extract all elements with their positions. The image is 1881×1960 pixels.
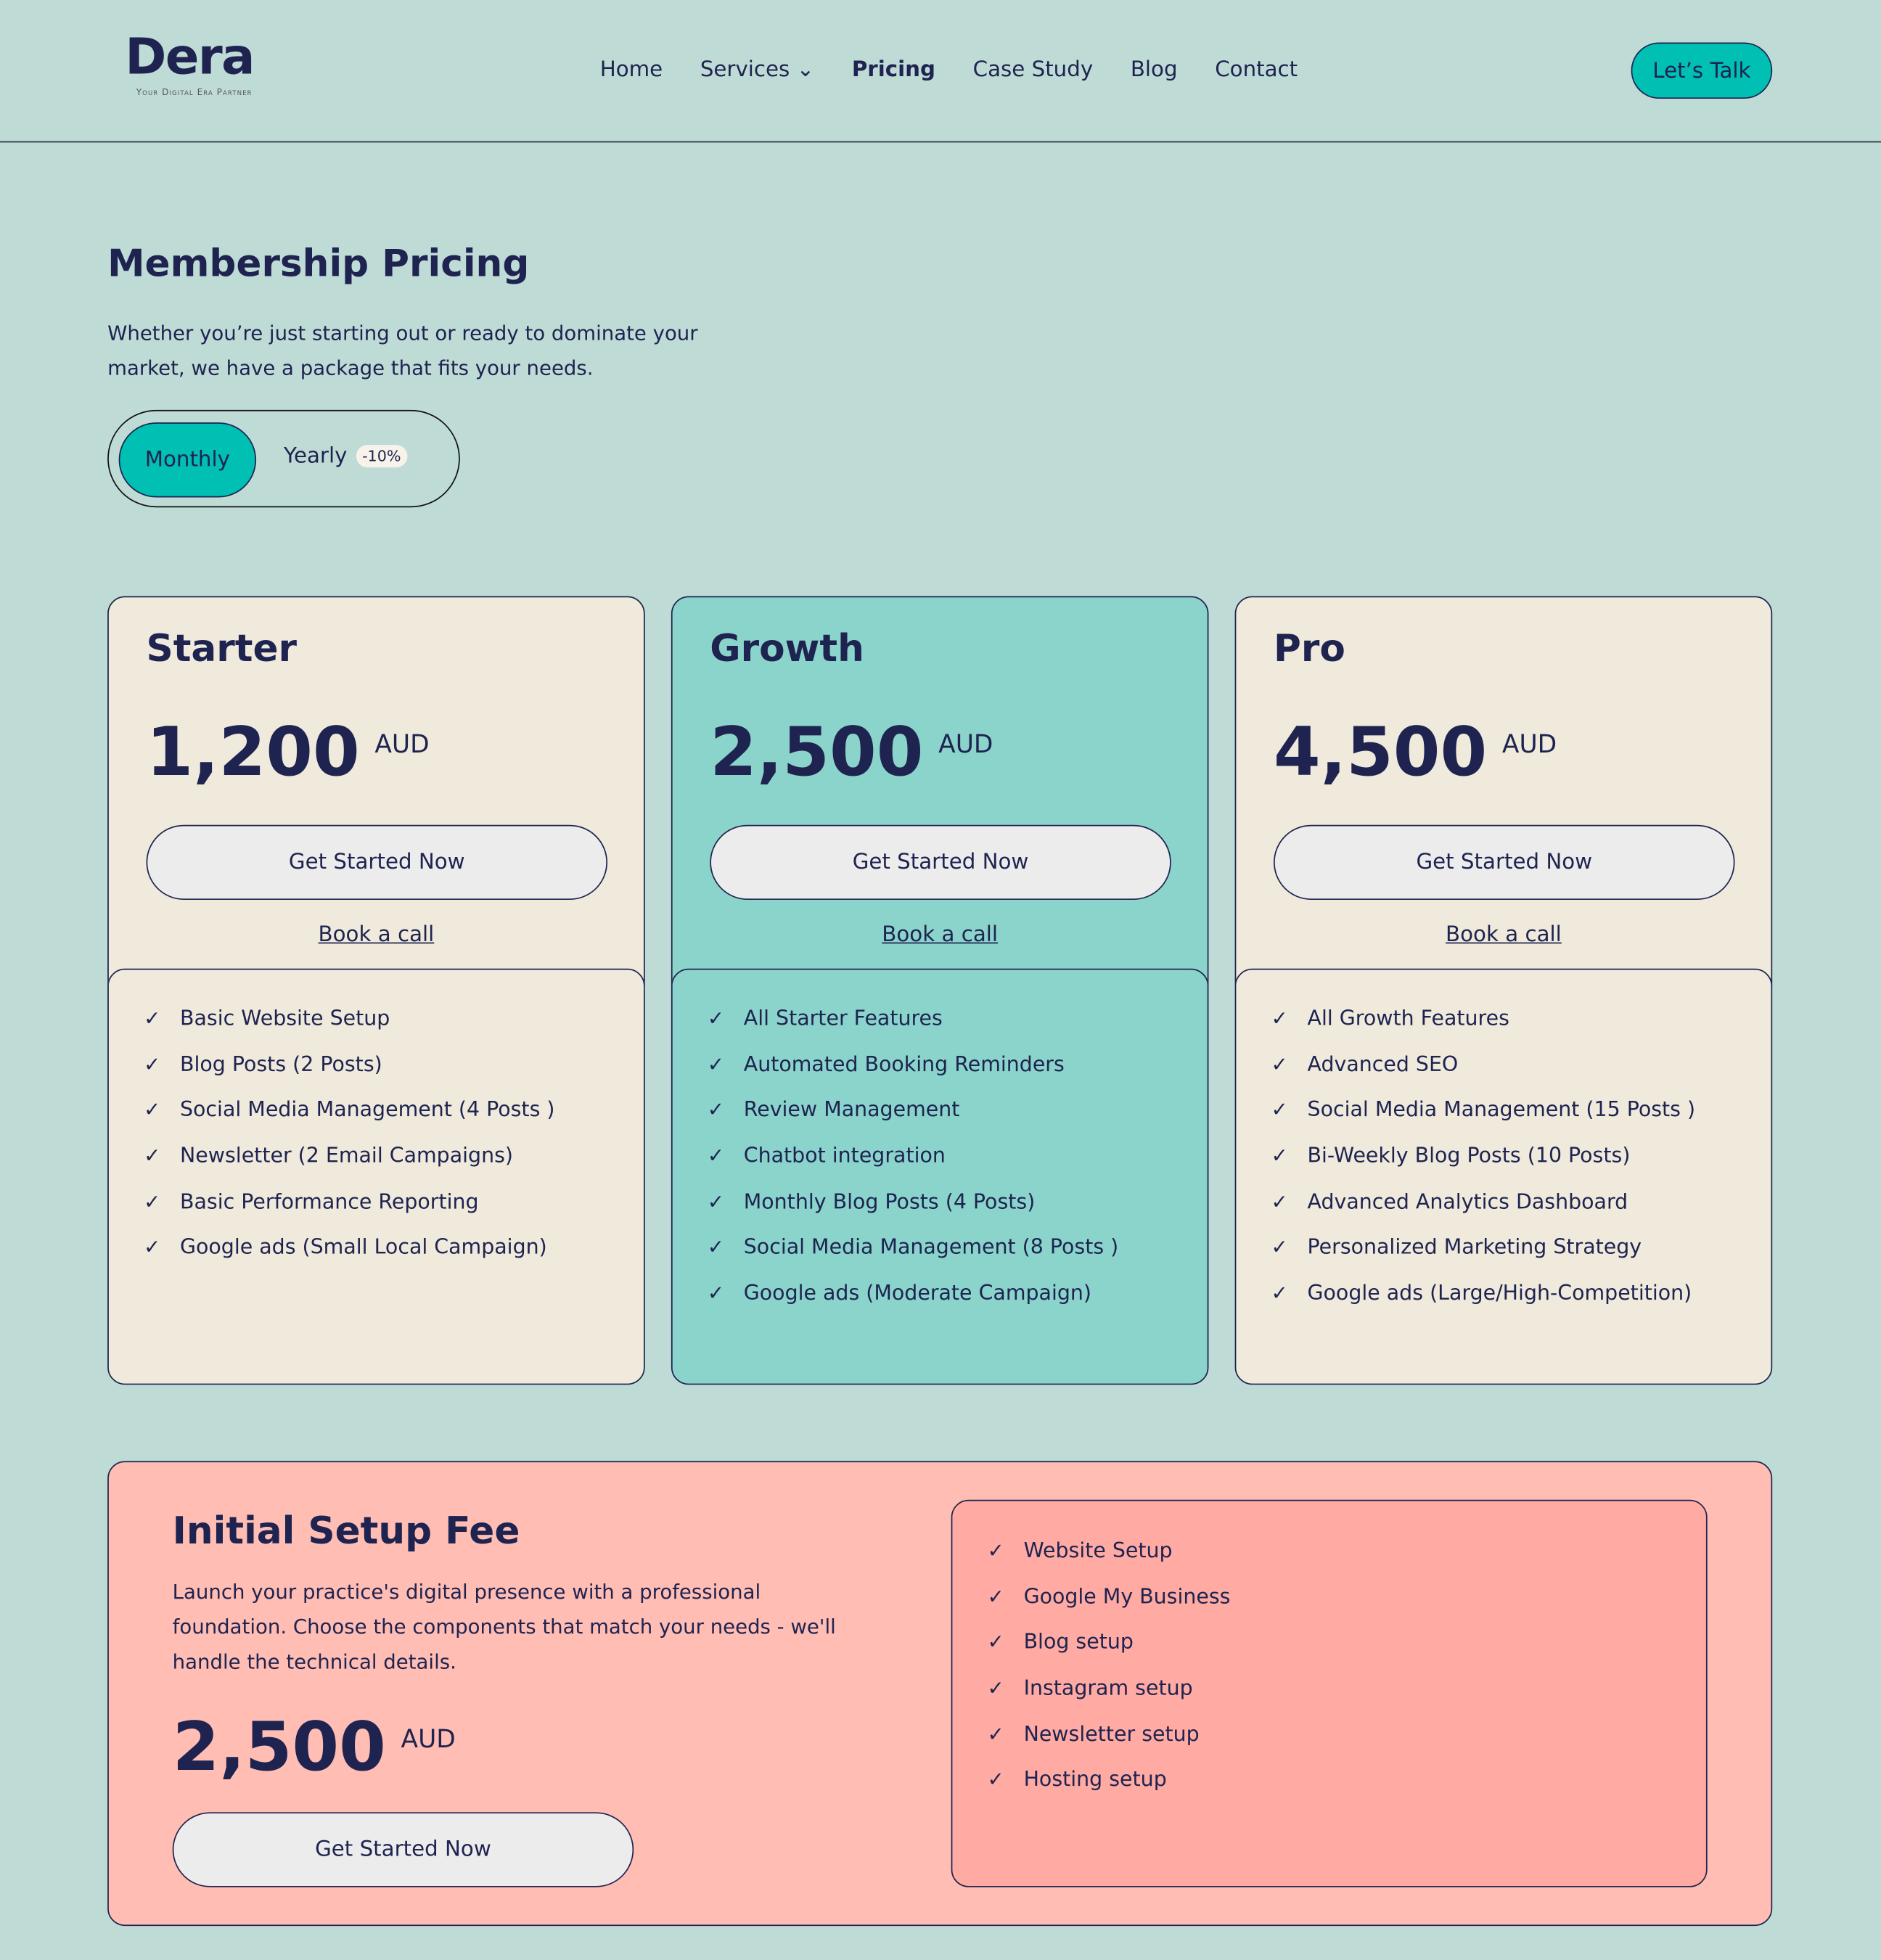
check-icon: ✓ (1271, 1006, 1288, 1030)
setup-fee-card: Initial Setup Fee Launch your practice's… (107, 1461, 1773, 1927)
check-icon: ✓ (707, 1143, 724, 1168)
feature-item: ✓ Newsletter setup (987, 1721, 1200, 1746)
check-icon: ✓ (707, 1281, 724, 1305)
check-icon: ✓ (1271, 1281, 1288, 1305)
plan-features: ✓ All Starter Features ✓ Automated Booking … (672, 968, 1208, 1384)
setup-features: ✓ Website Setup ✓ Google My Business ✓ Blog s… (951, 1499, 1708, 1887)
setup-price: 2,500 AUD (172, 1707, 456, 1787)
feature-item: ✓ Google ads (Moderate Campaign) (707, 1281, 1092, 1305)
nav-services[interactable]: Services ⌄ (700, 57, 815, 83)
check-icon: ✓ (144, 1143, 161, 1168)
nav-contact[interactable]: Contact (1215, 57, 1298, 83)
plan-card-pro: Pro 4,500 AUD Get Started Now Book a call… (1234, 596, 1773, 1385)
check-icon: ✓ (144, 1189, 161, 1213)
nav-case-study[interactable]: Case Study (972, 57, 1094, 83)
nav-home[interactable]: Home (599, 57, 663, 83)
check-icon: ✓ (1271, 1235, 1288, 1259)
check-icon: ✓ (144, 1235, 161, 1259)
feature-item: ✓ Blog Posts (2 Posts) (144, 1051, 382, 1076)
feature-item: ✓ Review Management (707, 1097, 960, 1122)
main-nav: Home Services ⌄ Pricing Case Study Blog … (600, 57, 1298, 82)
setup-get-started-button[interactable]: Get Started Now (172, 1812, 634, 1887)
check-icon: ✓ (1271, 1097, 1288, 1122)
check-icon: ✓ (987, 1721, 1004, 1746)
check-icon: ✓ (987, 1676, 1004, 1700)
monthly-option[interactable]: Monthly (118, 422, 257, 498)
plan-features: ✓ Basic Website Setup ✓ Blog Posts (2 Posts… (108, 968, 644, 1384)
feature-item: ✓ Google My Business (987, 1584, 1231, 1608)
lets-talk-button[interactable]: Let’s Talk (1631, 42, 1773, 99)
discount-badge: -10% (356, 445, 408, 468)
check-icon: ✓ (707, 1006, 724, 1030)
check-icon: ✓ (707, 1051, 724, 1076)
feature-item: ✓ Instagram setup (987, 1676, 1193, 1700)
feature-item: ✓ Social Media Management (8 Posts ) (707, 1235, 1119, 1259)
check-icon: ✓ (144, 1097, 161, 1122)
nav-pricing[interactable]: Pricing (851, 57, 935, 83)
feature-item: ✓ All Growth Features (1271, 1006, 1509, 1030)
book-call-link[interactable]: Book a call (318, 922, 435, 948)
feature-item: ✓ Chatbot integration (707, 1143, 946, 1168)
feature-item: ✓ Blog setup (987, 1630, 1134, 1654)
get-started-button[interactable]: Get Started Now (1274, 824, 1735, 901)
setup-title: Initial Setup Fee (172, 1509, 520, 1554)
feature-item: ✓ Newsletter (2 Email Campaigns) (144, 1143, 513, 1168)
logo[interactable]: Dera Your Digital Era Partner (125, 28, 255, 98)
check-icon: ✓ (707, 1235, 724, 1259)
billing-toggle: Monthly Yearly -10% (107, 409, 460, 508)
nav-blog[interactable]: Blog (1130, 57, 1178, 83)
feature-item: ✓ Monthly Blog Posts (4 Posts) (707, 1189, 1036, 1213)
check-icon: ✓ (1271, 1143, 1288, 1168)
feature-item: ✓ Basic Website Setup (144, 1006, 390, 1030)
feature-item: ✓ Personalized Marketing Strategy (1271, 1235, 1642, 1259)
check-icon: ✓ (144, 1051, 161, 1076)
page-title: Membership Pricing (107, 242, 530, 287)
check-icon: ✓ (987, 1538, 1004, 1562)
book-call-link[interactable]: Book a call (1446, 922, 1562, 948)
feature-item: ✓ Advanced Analytics Dashboard (1271, 1189, 1628, 1213)
check-icon: ✓ (707, 1097, 724, 1122)
check-icon: ✓ (987, 1767, 1004, 1792)
site-header: Dera Your Digital Era Partner Home Servi… (0, 0, 1881, 143)
feature-item: ✓ Hosting setup (987, 1767, 1167, 1792)
get-started-button[interactable]: Get Started Now (146, 824, 608, 901)
plan-price: 4,500 AUD (1274, 712, 1557, 792)
feature-item: ✓ Social Media Management (15 Posts ) (1271, 1097, 1696, 1122)
check-icon: ✓ (1271, 1189, 1288, 1213)
plan-features: ✓ All Growth Features ✓ Advanced SEO ✓ Social… (1236, 968, 1771, 1384)
book-call-link[interactable]: Book a call (882, 922, 999, 948)
plan-card-starter: Starter 1,200 AUD Get Started Now Book a … (107, 596, 645, 1385)
feature-item: ✓ Website Setup (987, 1538, 1173, 1562)
feature-item: ✓ Social Media Management (4 Posts ) (144, 1097, 555, 1122)
feature-item: ✓ All Starter Features (707, 1006, 943, 1030)
get-started-button[interactable]: Get Started Now (710, 824, 1171, 901)
plan-card-growth: Growth 2,500 AUD Get Started Now Book a c… (671, 596, 1209, 1385)
plan-name: Growth (710, 627, 864, 671)
feature-item: ✓ Automated Booking Reminders (707, 1051, 1065, 1076)
plan-name: Pro (1274, 627, 1345, 671)
plan-name: Starter (146, 627, 297, 671)
feature-item: ✓ Google ads (Large/High-Competition) (1271, 1281, 1692, 1305)
plan-price: 2,500 AUD (710, 712, 993, 792)
page-subtitle: Whether you’re just starting out or read… (107, 321, 698, 380)
check-icon: ✓ (707, 1189, 724, 1213)
check-icon: ✓ (1271, 1051, 1288, 1076)
check-icon: ✓ (987, 1584, 1004, 1608)
feature-item: ✓ Advanced SEO (1271, 1051, 1459, 1076)
feature-item: ✓ Basic Performance Reporting (144, 1189, 479, 1213)
feature-item: ✓ Bi-Weekly Blog Posts (10 Posts) (1271, 1143, 1631, 1168)
check-icon: ✓ (987, 1630, 1004, 1654)
yearly-option[interactable]: Yearly (283, 443, 348, 469)
feature-item: ✓ Google ads (Small Local Campaign) (144, 1235, 547, 1259)
plan-price: 1,200 AUD (146, 712, 430, 792)
yearly-option-row[interactable]: Yearly -10% (283, 443, 408, 469)
check-icon: ✓ (144, 1006, 161, 1030)
setup-description: Launch your practice's digital presence … (172, 1579, 836, 1674)
